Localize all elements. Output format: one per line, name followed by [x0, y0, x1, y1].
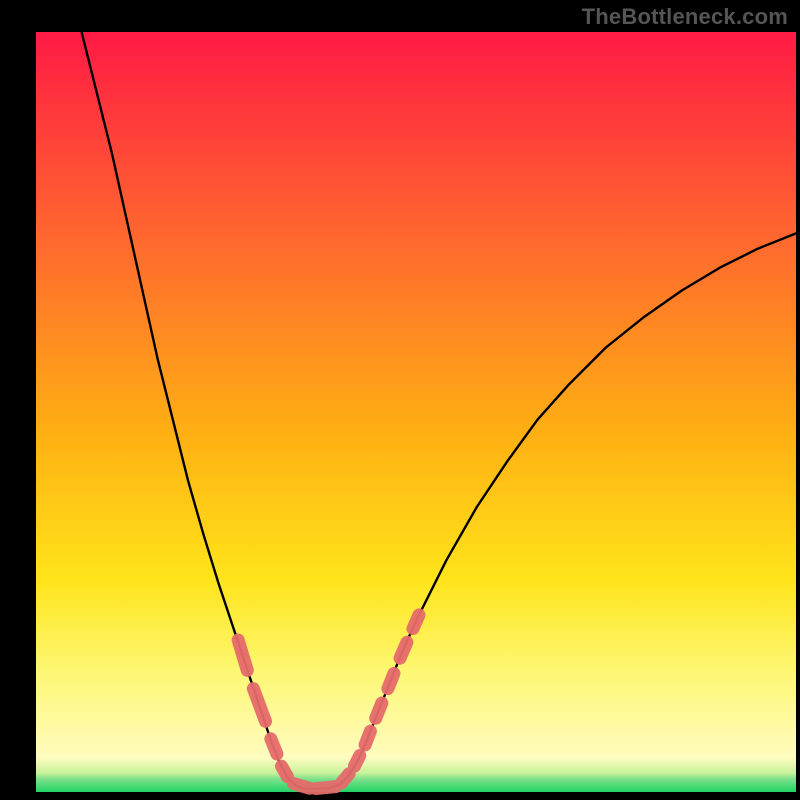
marker-segment: [281, 766, 287, 777]
marker-segment: [342, 774, 350, 783]
curve-svg: [36, 32, 796, 792]
marker-segment: [388, 673, 394, 688]
marker-segment: [238, 640, 247, 670]
marker-overlay: [238, 615, 419, 789]
marker-segment: [400, 642, 407, 658]
marker-segment: [316, 787, 336, 789]
performance-curve: [82, 32, 796, 789]
marker-segment: [294, 784, 310, 789]
marker-segment: [376, 703, 382, 718]
watermark-text: TheBottleneck.com: [582, 4, 788, 30]
marker-segment: [253, 689, 265, 722]
marker-segment: [365, 731, 370, 745]
plot-area: [36, 32, 796, 792]
marker-segment: [354, 756, 359, 767]
chart-stage: TheBottleneck.com: [0, 0, 800, 800]
marker-segment: [271, 739, 277, 754]
marker-segment: [413, 615, 419, 629]
